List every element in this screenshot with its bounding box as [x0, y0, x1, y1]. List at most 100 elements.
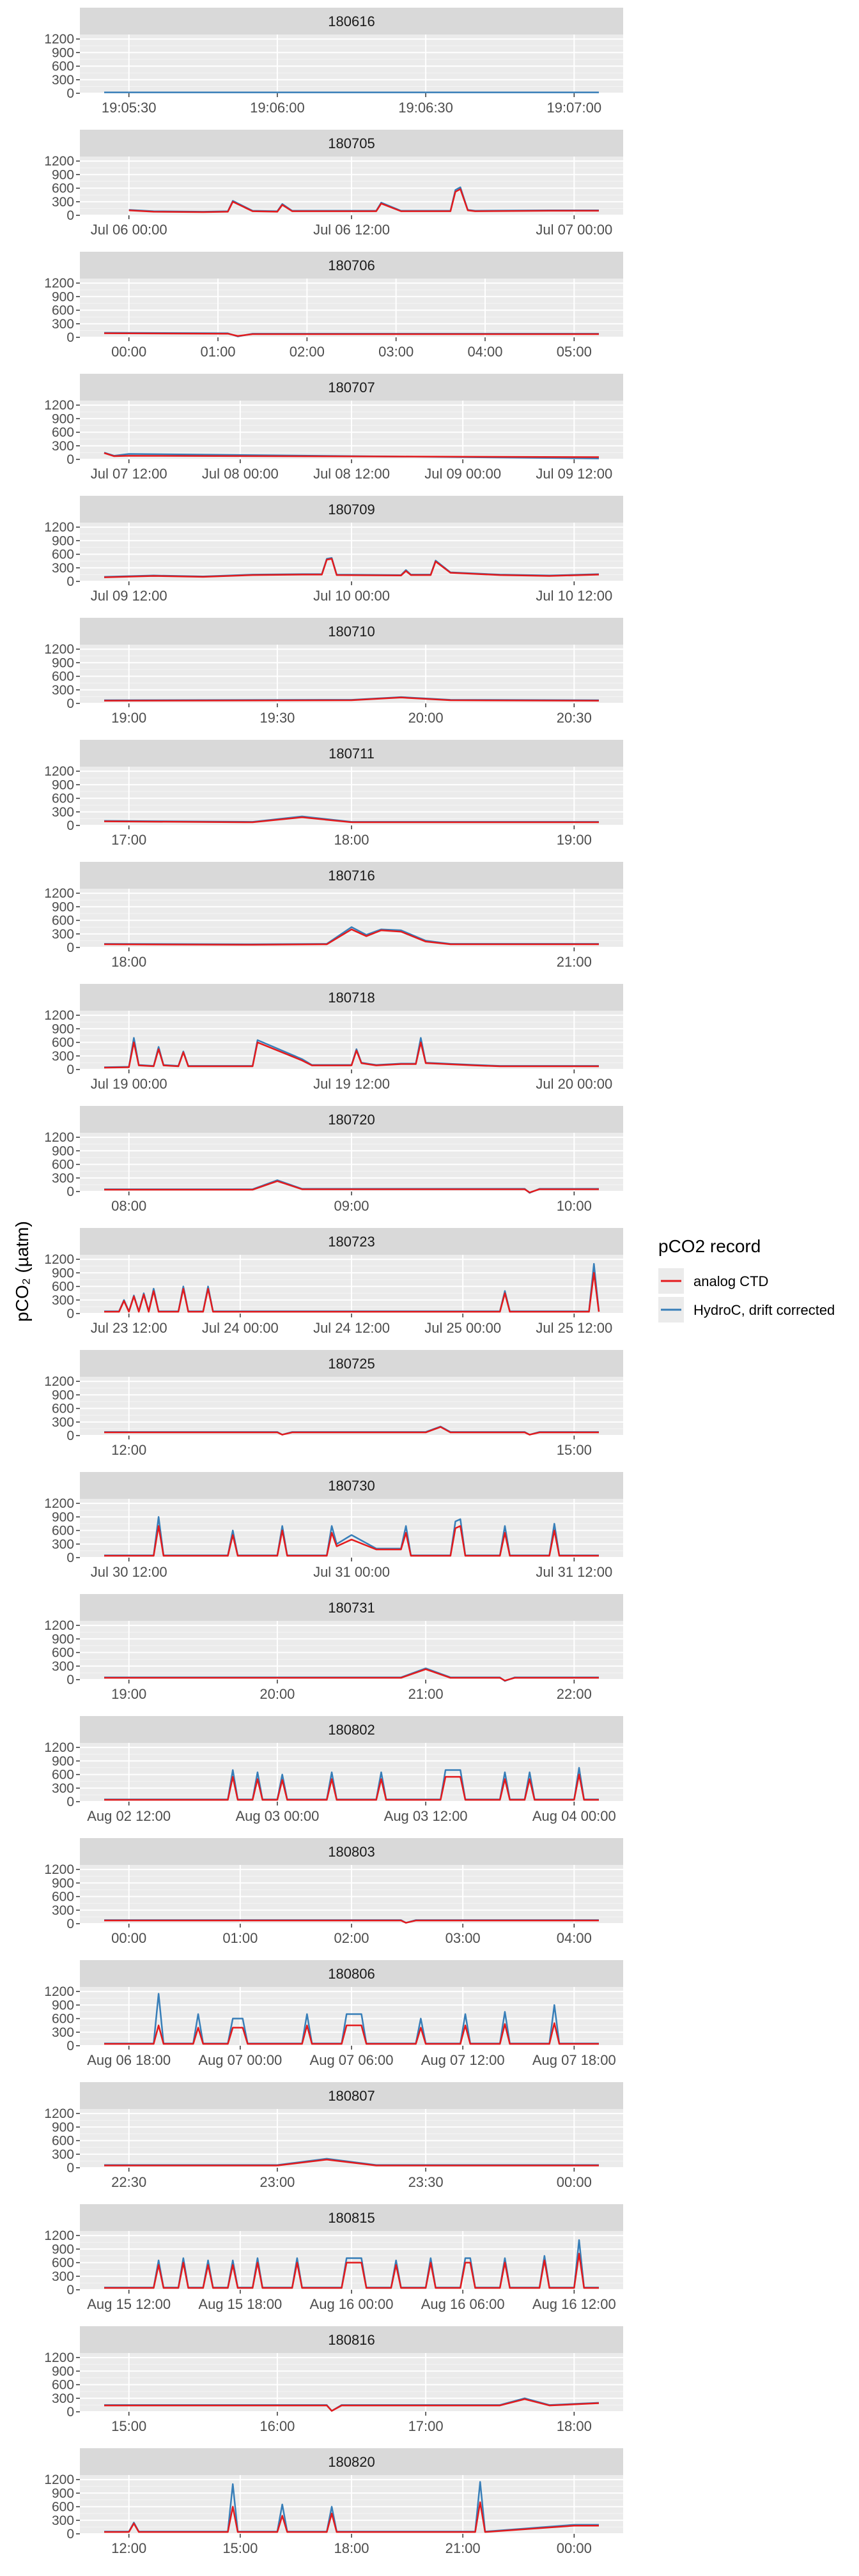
y-tick-label: 300	[52, 1171, 74, 1186]
y-tick-label: 0	[66, 86, 74, 101]
x-tick-label: 21:00	[408, 1686, 444, 1702]
facet-title: 180807	[328, 2088, 375, 2104]
x-tick-label: Jul 09 12:00	[536, 466, 612, 482]
facet-title: 180802	[328, 1722, 375, 1738]
y-tick-label: 1200	[44, 1130, 74, 1145]
facet-strip	[80, 130, 623, 157]
x-tick-label: 18:00	[111, 954, 146, 970]
series-line	[104, 1993, 599, 2044]
y-tick-label: 900	[52, 45, 74, 60]
y-tick-label: 900	[52, 1144, 74, 1158]
facet-title: 180716	[328, 868, 375, 884]
facet-title: 180725	[328, 1356, 375, 1372]
y-tick-label: 900	[52, 2120, 74, 2135]
series-line	[104, 1774, 599, 1801]
series-line	[104, 928, 599, 946]
facet-strip	[80, 1960, 623, 1987]
y-tick-label: 0	[66, 2161, 74, 2175]
legend-item-analog-ctd: analog CTD	[658, 1268, 768, 1294]
y-tick-label: 900	[52, 167, 74, 182]
x-tick-label: 19:00	[111, 710, 146, 726]
facet-title: 180616	[328, 13, 375, 29]
y-tick-label: 300	[52, 2269, 74, 2284]
plot-background	[80, 2109, 623, 2168]
x-tick-label: Jul 10 00:00	[313, 588, 390, 604]
x-tick-label: 03:00	[378, 344, 414, 360]
x-tick-label: Aug 16 12:00	[532, 2296, 616, 2312]
y-tick-label: 0	[66, 1062, 74, 1077]
x-tick-label: Aug 06 18:00	[87, 2052, 171, 2068]
plot-background	[80, 279, 623, 337]
facet-title: 180815	[328, 2210, 375, 2226]
y-tick-label: 1200	[44, 886, 74, 901]
y-tick-label: 600	[52, 792, 74, 806]
x-tick-label: 16:00	[259, 2418, 295, 2434]
series-line	[104, 2501, 599, 2533]
series-line	[104, 1180, 599, 1193]
y-tick-label: 900	[52, 1632, 74, 1646]
x-tick-label: 12:00	[111, 2540, 146, 2556]
y-tick-label: 0	[66, 1551, 74, 1565]
facet-strip	[80, 8, 623, 34]
facet-strip	[80, 1350, 623, 1377]
y-tick-label: 1200	[44, 398, 74, 413]
x-tick-label: Jul 10 12:00	[536, 588, 612, 604]
facet-title: 180707	[328, 379, 375, 395]
facet-strip	[80, 252, 623, 279]
y-tick-label: 600	[52, 1768, 74, 1782]
series-line	[104, 1041, 599, 1069]
facet-strip	[80, 1472, 623, 1499]
x-tick-label: 15:00	[111, 2418, 146, 2434]
y-tick-label: 900	[52, 778, 74, 792]
legend: pCO2 record analog CTD HydroC, drift cor…	[658, 1236, 835, 1322]
facet-strip	[80, 1594, 623, 1621]
x-tick-label: 19:07:00	[546, 100, 601, 116]
y-tick-label: 1200	[44, 1374, 74, 1389]
y-tick-label: 300	[52, 73, 74, 88]
x-tick-label: 20:00	[408, 710, 444, 726]
facet-title: 180710	[328, 624, 375, 640]
y-tick-label: 900	[52, 289, 74, 304]
x-tick-label: Aug 07 00:00	[198, 2052, 282, 2068]
y-tick-label: 300	[52, 195, 74, 210]
y-tick-label: 900	[52, 1388, 74, 1402]
facet-strip	[80, 1716, 623, 1743]
x-tick-label: Aug 07 06:00	[310, 2052, 394, 2068]
x-tick-label: 23:30	[408, 2174, 444, 2190]
facet-strip	[80, 618, 623, 645]
x-tick-label: Aug 03 12:00	[384, 1808, 468, 1824]
facet-strip	[80, 862, 623, 889]
y-tick-label: 1200	[44, 1496, 74, 1511]
y-tick-label: 0	[66, 1307, 74, 1321]
x-tick-label: Aug 15 18:00	[198, 2296, 282, 2312]
y-tick-label: 0	[66, 940, 74, 955]
y-tick-label: 600	[52, 548, 74, 562]
y-tick-label: 300	[52, 1659, 74, 1674]
series-line	[104, 558, 600, 578]
x-tick-label: 21:00	[445, 2540, 481, 2556]
x-tick-label: 01:00	[200, 344, 235, 360]
x-tick-label: Aug 07 18:00	[532, 2052, 616, 2068]
series-line	[104, 2022, 599, 2045]
y-tick-label: 300	[52, 1781, 74, 1796]
x-tick-label: 00:00	[557, 2174, 592, 2190]
x-tick-label: Aug 16 06:00	[421, 2296, 505, 2312]
y-tick-label: 900	[52, 1998, 74, 2012]
plot-background	[80, 889, 623, 947]
x-tick-label: 03:00	[445, 1930, 481, 1946]
y-tick-label: 1200	[44, 2350, 74, 2365]
y-tick-label: 900	[52, 2486, 74, 2501]
facet-title: 180723	[328, 1234, 375, 1250]
y-tick-label: 0	[66, 1429, 74, 1443]
x-tick-label: 04:00	[467, 344, 502, 360]
